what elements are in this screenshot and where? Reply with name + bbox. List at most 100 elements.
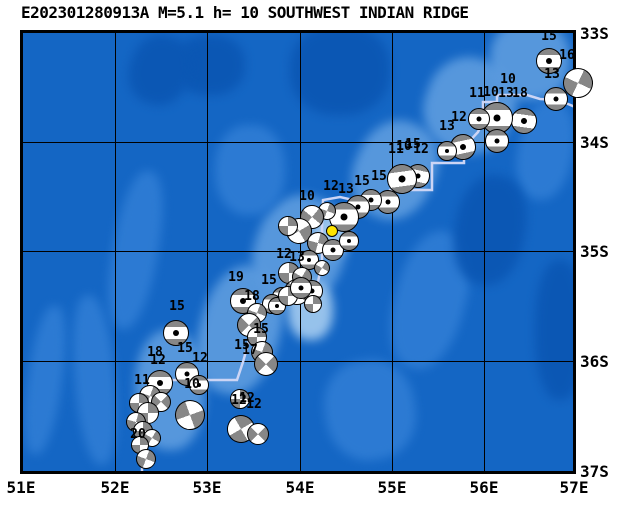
depth-label: 12	[192, 351, 208, 366]
compression-dot	[307, 258, 311, 262]
compression-dot	[340, 213, 348, 221]
compression-dot	[240, 298, 246, 304]
compression-dot	[398, 175, 406, 183]
depth-label: 10	[184, 377, 200, 392]
depth-label: 19	[228, 270, 244, 285]
focal-mechanism-ball	[468, 108, 490, 130]
compression-dot	[275, 304, 279, 308]
focal-mechanism-ball	[339, 231, 359, 251]
compression-dot	[459, 143, 467, 151]
lon-tick-label: 57E	[559, 478, 589, 497]
depth-label: 15	[253, 322, 269, 337]
lon-tick-label: 56E	[469, 478, 499, 497]
focal-mechanism-ball	[536, 48, 562, 74]
depth-label: 15	[371, 169, 387, 184]
compression-dot	[520, 117, 528, 125]
depth-label: 12	[231, 393, 247, 408]
grid-line-latitude	[23, 251, 573, 252]
depth-label: 18	[147, 345, 163, 360]
event-marker	[326, 225, 338, 237]
lon-tick-label: 55E	[377, 478, 407, 497]
lon-tick-label: 52E	[100, 478, 130, 497]
focal-mechanism-ball	[485, 129, 509, 153]
compression-dot	[368, 197, 374, 203]
depth-label: 18	[244, 289, 260, 304]
focal-mechanism-ball	[544, 87, 568, 111]
focal-mechanism-ball	[230, 389, 250, 409]
lon-tick-label: 51E	[6, 478, 36, 497]
depth-label: 13	[289, 250, 305, 265]
depth-label: 11	[134, 373, 150, 388]
grid-line-longitude	[392, 33, 393, 471]
compression-dot	[355, 204, 361, 210]
compression-dot	[184, 371, 190, 377]
depth-label: 12	[150, 353, 166, 368]
depth-label: 15	[405, 137, 421, 152]
depth-label: 13	[338, 182, 354, 197]
depth-label: 10	[500, 72, 516, 87]
grid-line-longitude	[115, 33, 116, 471]
depth-label: 13	[439, 119, 455, 134]
depth-label: 10	[299, 189, 315, 204]
compression-dot	[298, 285, 304, 291]
page-title: E202301280913A M=5.1 h= 10 SOUTHWEST IND…	[21, 3, 469, 22]
depth-label: 15	[177, 341, 193, 356]
focal-mechanism-ball	[437, 141, 457, 161]
depth-label: 15	[261, 273, 277, 288]
lon-tick-label: 53E	[192, 478, 222, 497]
focal-mechanism-ball	[189, 375, 209, 395]
depth-label: 10	[483, 85, 499, 100]
depth-label: 17	[242, 343, 258, 358]
lon-tick-label: 54E	[285, 478, 315, 497]
focal-mechanism-ball	[278, 216, 298, 236]
depth-label: 12	[276, 247, 292, 262]
compression-dot	[197, 383, 201, 387]
lat-tick-label: 33S	[580, 24, 609, 43]
depth-label: 15	[354, 174, 370, 189]
depth-label: 10	[396, 139, 412, 154]
depth-label: 12	[451, 110, 467, 125]
grid-line-longitude	[484, 33, 485, 471]
depth-label: 12	[239, 391, 255, 406]
compression-dot	[494, 138, 500, 144]
compression-dot	[385, 199, 391, 205]
lat-tick-label: 34S	[580, 133, 609, 152]
depth-label: 20	[130, 427, 146, 442]
depth-label: 15	[169, 299, 185, 314]
grid-line-longitude	[300, 33, 301, 471]
focal-mechanism-ball	[509, 106, 539, 136]
compression-dot	[347, 239, 351, 243]
compression-dot	[445, 149, 449, 153]
depth-label: 13	[498, 86, 514, 101]
compression-dot	[157, 380, 163, 386]
compression-dot	[493, 114, 501, 122]
focal-mechanism-ball	[170, 395, 210, 435]
lat-tick-label: 35S	[580, 242, 609, 261]
compression-dot	[553, 96, 559, 102]
compression-dot	[309, 288, 315, 294]
depth-label: 13	[544, 67, 560, 82]
lat-tick-label: 36S	[580, 352, 609, 371]
compression-dot	[546, 58, 552, 64]
bathymetry-patch	[535, 260, 573, 400]
depth-label: 12	[323, 179, 339, 194]
depth-label: 16	[559, 48, 575, 63]
bathymetry-patch	[290, 33, 390, 115]
depth-label: 12	[246, 397, 262, 412]
depth-label: 11	[469, 86, 485, 101]
depth-label: 15	[541, 29, 557, 44]
depth-label: 12	[413, 142, 429, 157]
grid-line-longitude	[207, 33, 208, 471]
grid-line-latitude	[23, 361, 573, 362]
depth-label: 18	[512, 86, 528, 101]
compression-dot	[476, 116, 482, 122]
focal-mechanism-ball	[163, 320, 189, 346]
grid-line-latitude	[23, 142, 573, 143]
compression-dot	[330, 247, 336, 253]
focal-mechanism-ball	[290, 277, 312, 299]
focal-mechanism-ball	[304, 295, 322, 313]
lat-tick-label: 37S	[580, 462, 609, 481]
compression-dot	[173, 330, 179, 336]
